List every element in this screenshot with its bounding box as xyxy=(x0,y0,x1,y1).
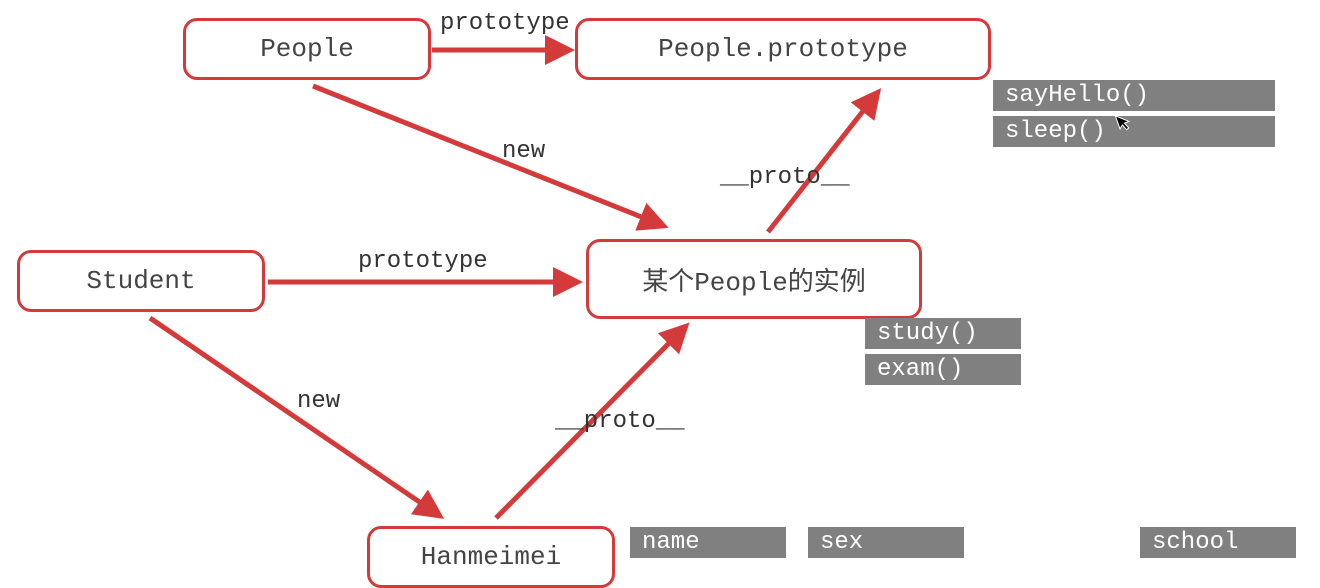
node-people: People xyxy=(183,18,431,80)
edge-label-prototype-2: prototype xyxy=(358,248,488,275)
node-people-instance: 某个People的实例 xyxy=(586,239,922,319)
tag-name: name xyxy=(630,527,786,558)
tag-exam: exam() xyxy=(865,354,1021,385)
tag-label: sleep() xyxy=(1005,118,1106,145)
tag-label: school xyxy=(1152,529,1238,556)
node-label: 某个People的实例 xyxy=(642,261,866,298)
edge-label-prototype-1: prototype xyxy=(440,10,570,37)
tag-sayhello: sayHello() xyxy=(993,80,1275,111)
node-label: Hanmeimei xyxy=(421,542,561,572)
node-hanmeimei: Hanmeimei xyxy=(367,526,615,588)
tag-label: sayHello() xyxy=(1005,82,1149,109)
node-label: People.prototype xyxy=(658,34,908,64)
tag-school: school xyxy=(1140,527,1296,558)
tag-label: name xyxy=(642,529,700,556)
node-people-prototype: People.prototype xyxy=(575,18,991,80)
edge-label-proto-1: __proto__ xyxy=(720,164,850,191)
edge-label-new-2: new xyxy=(297,388,340,415)
tag-label: sex xyxy=(820,529,863,556)
edge-label-proto-2: __proto__ xyxy=(555,408,685,435)
tag-label: exam() xyxy=(877,356,963,383)
node-label: People xyxy=(260,34,354,64)
tag-label: study() xyxy=(877,320,978,347)
edge-label-new-1: new xyxy=(502,138,545,165)
tag-study: study() xyxy=(865,318,1021,349)
tag-sex: sex xyxy=(808,527,964,558)
node-label: Student xyxy=(86,266,195,296)
node-student: Student xyxy=(17,250,265,312)
